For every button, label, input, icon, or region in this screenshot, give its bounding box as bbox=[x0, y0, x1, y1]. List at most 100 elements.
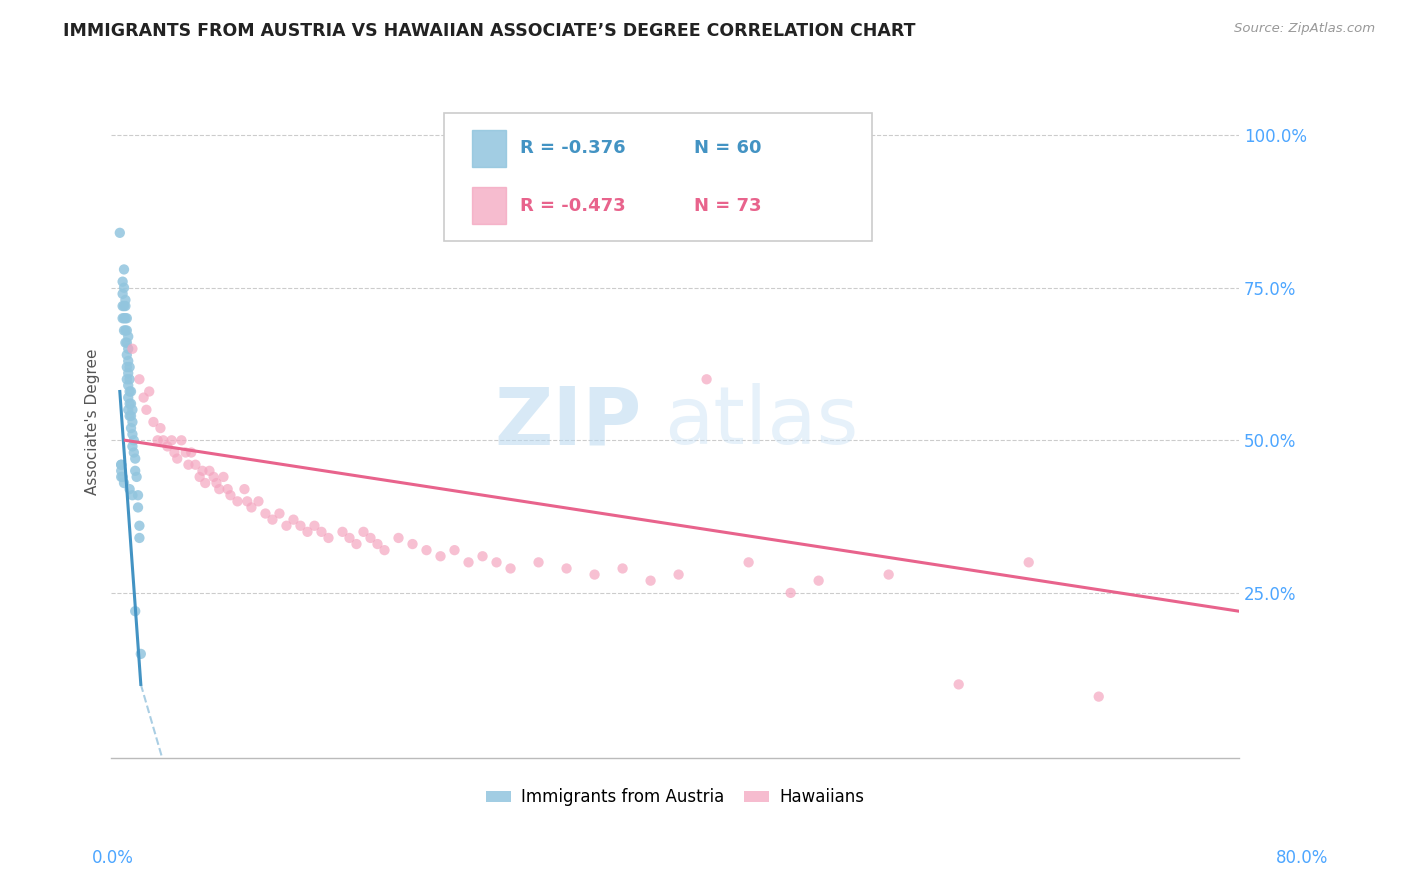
Point bbox=[339, 531, 361, 545]
Point bbox=[290, 518, 312, 533]
Point bbox=[118, 397, 141, 411]
Point bbox=[117, 378, 139, 392]
Point bbox=[115, 372, 138, 386]
Point bbox=[696, 372, 718, 386]
Point bbox=[124, 604, 146, 618]
Point bbox=[110, 464, 132, 478]
Point bbox=[117, 342, 139, 356]
Point bbox=[122, 434, 145, 448]
Point bbox=[191, 464, 214, 478]
Point bbox=[219, 488, 242, 502]
Text: 0.0%: 0.0% bbox=[91, 849, 134, 867]
Point bbox=[115, 360, 138, 375]
Point bbox=[297, 524, 319, 539]
Point bbox=[205, 476, 228, 491]
Point bbox=[668, 567, 690, 582]
Point bbox=[115, 348, 138, 362]
Point bbox=[114, 293, 136, 307]
Point bbox=[304, 518, 326, 533]
Point bbox=[353, 524, 375, 539]
Point bbox=[226, 494, 249, 508]
Point bbox=[283, 513, 305, 527]
Point bbox=[121, 488, 143, 502]
Point bbox=[115, 311, 138, 326]
Point bbox=[117, 366, 139, 380]
Point bbox=[127, 488, 149, 502]
Point bbox=[149, 421, 172, 435]
Point bbox=[177, 458, 200, 472]
Point bbox=[332, 524, 354, 539]
Point bbox=[124, 451, 146, 466]
Point bbox=[180, 445, 202, 459]
Point bbox=[127, 500, 149, 515]
Point bbox=[138, 384, 160, 399]
Point bbox=[110, 458, 132, 472]
Point bbox=[184, 458, 207, 472]
Point bbox=[120, 409, 142, 423]
Point bbox=[121, 427, 143, 442]
Point bbox=[112, 299, 135, 313]
Point bbox=[121, 402, 143, 417]
Point bbox=[111, 311, 134, 326]
Point bbox=[485, 555, 508, 569]
Point bbox=[112, 281, 135, 295]
Bar bbox=[472, 187, 506, 224]
Point bbox=[129, 647, 152, 661]
Bar bbox=[472, 130, 506, 167]
Point bbox=[120, 384, 142, 399]
Point bbox=[114, 323, 136, 337]
Point bbox=[114, 311, 136, 326]
Point bbox=[233, 482, 256, 496]
Point bbox=[114, 335, 136, 350]
Point bbox=[160, 434, 183, 448]
Point bbox=[117, 402, 139, 417]
Point bbox=[212, 470, 235, 484]
Point bbox=[114, 299, 136, 313]
Text: N = 60: N = 60 bbox=[695, 139, 762, 158]
Point bbox=[146, 434, 169, 448]
Point bbox=[194, 476, 217, 491]
Legend: Immigrants from Austria, Hawaiians: Immigrants from Austria, Hawaiians bbox=[479, 781, 870, 814]
Point bbox=[122, 445, 145, 459]
Point bbox=[217, 482, 239, 496]
Point bbox=[112, 262, 135, 277]
Point bbox=[156, 439, 179, 453]
Point bbox=[346, 537, 368, 551]
Point bbox=[111, 275, 134, 289]
Point bbox=[269, 507, 291, 521]
Point bbox=[373, 543, 395, 558]
Point bbox=[112, 311, 135, 326]
Point bbox=[457, 555, 479, 569]
Point bbox=[132, 391, 155, 405]
Point bbox=[198, 464, 221, 478]
Point bbox=[128, 531, 150, 545]
Text: 80.0%: 80.0% bbox=[1277, 849, 1329, 867]
Point bbox=[121, 439, 143, 453]
Point bbox=[254, 507, 277, 521]
Point bbox=[640, 574, 662, 588]
Point bbox=[120, 421, 142, 435]
Point bbox=[877, 567, 900, 582]
Point bbox=[415, 543, 437, 558]
Point bbox=[163, 445, 186, 459]
Point bbox=[948, 677, 970, 691]
Point bbox=[401, 537, 423, 551]
Point bbox=[121, 342, 143, 356]
Point bbox=[117, 329, 139, 343]
Point bbox=[108, 226, 131, 240]
Point bbox=[120, 397, 142, 411]
Point bbox=[128, 372, 150, 386]
Point bbox=[115, 323, 138, 337]
Point bbox=[1018, 555, 1040, 569]
Point bbox=[429, 549, 451, 564]
Point bbox=[471, 549, 494, 564]
Text: R = -0.473: R = -0.473 bbox=[520, 196, 626, 214]
Point bbox=[118, 409, 141, 423]
Point bbox=[202, 470, 225, 484]
Point bbox=[612, 561, 634, 575]
Point bbox=[499, 561, 522, 575]
Point bbox=[311, 524, 333, 539]
Point bbox=[583, 567, 606, 582]
Point bbox=[111, 299, 134, 313]
Point bbox=[170, 434, 193, 448]
